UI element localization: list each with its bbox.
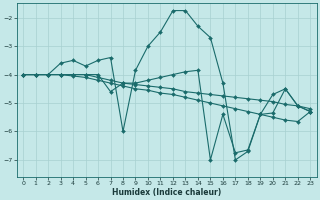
X-axis label: Humidex (Indice chaleur): Humidex (Indice chaleur) <box>112 188 221 197</box>
